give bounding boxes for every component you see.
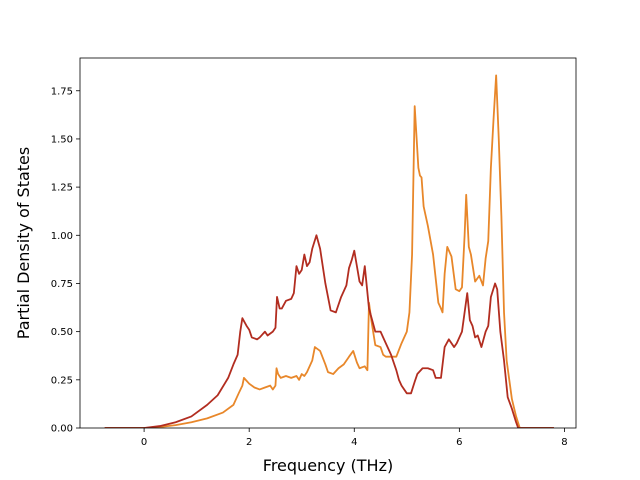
x-tick-label: 8 — [561, 437, 567, 448]
y-tick-label: 1.75 — [51, 86, 73, 97]
y-tick-label: 1.50 — [51, 134, 73, 145]
x-tick-label: 2 — [246, 437, 252, 448]
y-tick-label: 0.50 — [51, 327, 73, 338]
x-tick-label: 0 — [141, 437, 147, 448]
y-axis-label: Partial Density of States — [14, 147, 33, 339]
y-tick-label: 0.25 — [51, 375, 73, 386]
x-tick-label: 4 — [351, 437, 357, 448]
series-layer — [104, 74, 554, 428]
y-axis: 0.00 0.25 0.50 0.75 1.00 1.25 1.50 1.75 — [51, 86, 80, 435]
x-tick-label: 6 — [456, 437, 462, 448]
plot-frame — [79, 57, 577, 429]
series-line-1 — [104, 74, 554, 428]
x-axis-label: Frequency (THz) — [263, 456, 393, 475]
y-tick-label: 1.00 — [51, 231, 73, 242]
y-tick-label: 1.25 — [51, 183, 73, 194]
x-axis: 0 2 4 6 8 — [141, 428, 568, 448]
y-tick-label: 0.75 — [51, 279, 73, 290]
y-tick-label: 0.00 — [51, 424, 73, 435]
series-line-2 — [104, 234, 554, 428]
